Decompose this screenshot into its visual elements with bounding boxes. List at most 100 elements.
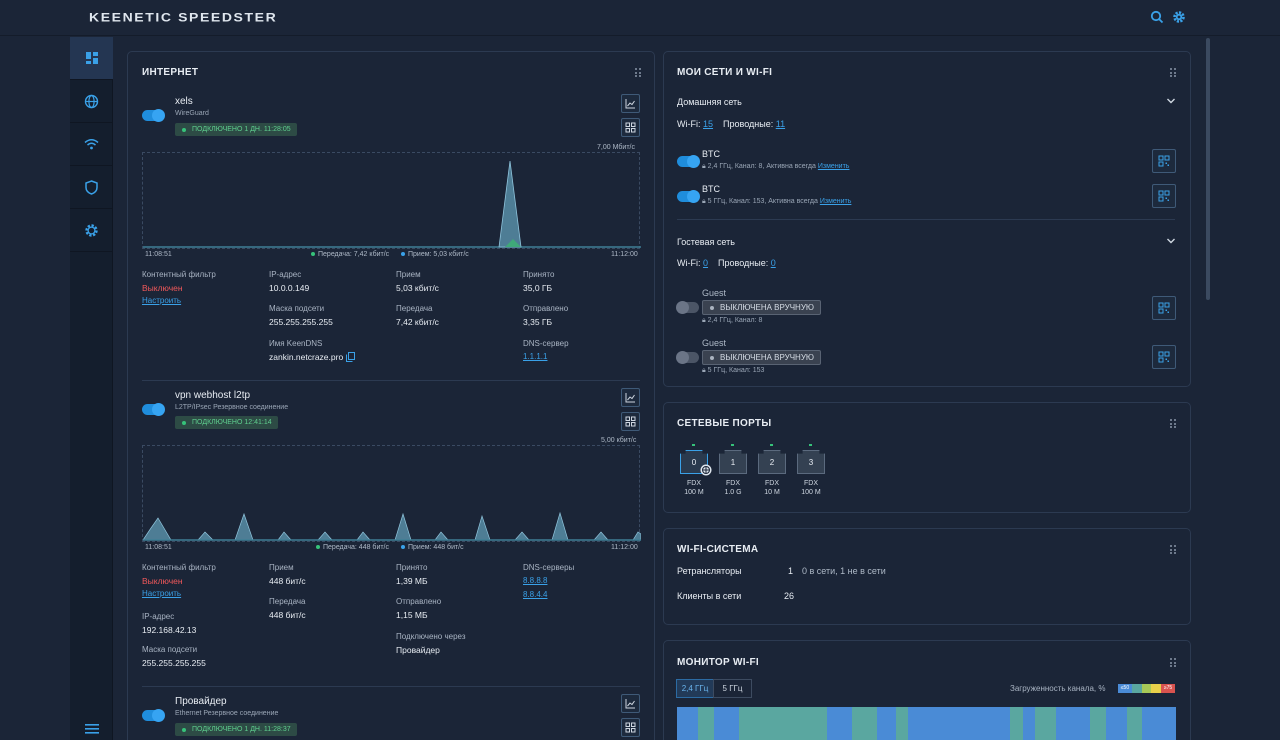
nav-dashboard[interactable] [70, 37, 113, 80]
received-value: 35,0 ГБ [523, 283, 553, 293]
chart-button[interactable] [621, 388, 640, 407]
rx-label: Прием [396, 270, 421, 279]
via-label: Подключено через [396, 632, 466, 641]
search-icon[interactable] [1150, 10, 1164, 24]
wifi-monitor-title: МОНИТОР WI-FI [677, 657, 759, 668]
dns-server-link[interactable]: 8.8.8.8 [523, 576, 548, 585]
guest-wired-count[interactable]: 0 [770, 258, 776, 268]
legend-tx: Передача: 7,42 кбит/с [311, 251, 389, 258]
filter-value: Выключен [142, 283, 183, 293]
sent-label: Отправлено [523, 304, 569, 313]
copy-icon[interactable] [346, 352, 355, 362]
ssid-info: 🔒︎ 5 ГГц, Канал: 153, Активна всегда Изм… [702, 198, 852, 205]
brand-logo: KEENETIC SPEEDSTER [89, 10, 278, 24]
nav-settings[interactable] [70, 209, 113, 252]
details-button[interactable] [621, 718, 640, 737]
home-wired-count[interactable]: 11 [775, 119, 786, 129]
chart-icon [625, 99, 635, 109]
drag-handle-icon[interactable] [1170, 545, 1176, 554]
drag-handle-icon[interactable] [1170, 68, 1176, 77]
dns-server-link[interactable]: 1.1.1.1 [523, 352, 548, 361]
qr-button[interactable] [1152, 149, 1176, 173]
shield-icon [85, 179, 98, 195]
configure-link[interactable]: Настроить [142, 296, 182, 305]
port-3[interactable]: 3 FDX 100 M [797, 444, 827, 496]
port-2[interactable]: 2 FDX 10 M [758, 444, 788, 496]
filter-label: Контентный фильтр [142, 563, 216, 572]
rx-value: 448 бит/с [269, 576, 306, 586]
chart-button[interactable] [621, 94, 640, 113]
nav-wifi[interactable] [70, 123, 113, 166]
tab-2-4ghz[interactable]: 2,4 ГГц [676, 679, 714, 698]
keendns-value: zankin.netcraze.pro [269, 352, 344, 362]
home-counts: Wi-Fi: 15 Проводные: 11 [677, 119, 786, 129]
details-button[interactable] [621, 412, 640, 431]
drag-handle-icon[interactable] [635, 68, 641, 77]
vpn-toggle[interactable] [142, 403, 165, 416]
clients-label: Клиенты в сети [677, 591, 742, 601]
dns-server-link[interactable]: 8.8.4.4 [523, 590, 548, 599]
ssid-name: Guest [702, 338, 727, 348]
graph-time-start: 11:08:51 [145, 251, 172, 258]
configure-link[interactable]: Настроить [142, 589, 182, 598]
nav-internet[interactable] [70, 80, 113, 123]
connection-name: xels [175, 96, 193, 107]
home-wifi-count[interactable]: 15 [703, 119, 714, 129]
ports-title: СЕТЕВЫЕ ПОРТЫ [677, 418, 772, 429]
chevron-down-icon[interactable] [1166, 96, 1176, 106]
edit-link[interactable]: Изменить [819, 198, 852, 205]
mask-value: 255.255.255.255 [142, 658, 206, 668]
wifi-system-card [663, 528, 1191, 625]
xels-toggle[interactable] [142, 109, 165, 122]
settings-icon[interactable] [1172, 10, 1186, 24]
sidebar [70, 37, 113, 740]
repeaters-label: Ретрансляторы [677, 566, 742, 576]
chart-icon [625, 393, 635, 403]
guest-wifi-count[interactable]: 0 [703, 258, 709, 268]
internet-title: ИНТЕРНЕТ [142, 67, 199, 78]
status-badge: ПОДКЛЮЧЕНО 1 ДН. 11:28:37 [175, 723, 297, 736]
ssid-toggle[interactable] [677, 190, 700, 203]
load-scale: ≤50 ≥75 [1118, 684, 1176, 693]
qr-code-icon [1158, 302, 1170, 314]
rx-label: Прием [269, 563, 294, 572]
internet-port-icon [700, 464, 712, 476]
details-button[interactable] [621, 118, 640, 137]
menu-icon [84, 723, 99, 734]
guest-ssid-toggle[interactable] [676, 301, 699, 314]
qr-button[interactable] [1152, 296, 1176, 320]
ports-card [663, 402, 1191, 513]
provider-toggle[interactable] [142, 709, 165, 722]
legend-rx: Прием: 448 бит/с [401, 544, 464, 551]
graph-max: 7,00 Мбит/с [597, 144, 635, 151]
ip-label: IP-адрес [142, 612, 175, 621]
nav-security[interactable] [70, 166, 113, 209]
qr-code-icon [1158, 351, 1170, 363]
ssid-info: 🔒︎ 2,4 ГГц, Канал: 8, Активна всегда Изм… [702, 163, 850, 170]
tab-5ghz[interactable]: 5 ГГц [713, 679, 752, 698]
qr-button[interactable] [1152, 345, 1176, 369]
via-value: Провайдер [396, 645, 440, 655]
ssid-toggle[interactable] [677, 155, 700, 168]
drag-handle-icon[interactable] [1170, 658, 1176, 667]
internet-card [127, 51, 655, 740]
ip-label: IP-адрес [269, 270, 302, 279]
guest-ssid-toggle[interactable] [676, 351, 699, 364]
grid-icon [625, 122, 636, 133]
chart-button[interactable] [621, 694, 640, 713]
scrollbar[interactable] [1206, 38, 1210, 300]
wifi-icon [84, 139, 99, 150]
chevron-down-icon[interactable] [1166, 236, 1176, 246]
port-1[interactable]: 1 FDX 1.0 G [719, 444, 749, 496]
ssid-info: 🔒︎ 2,4 ГГц, Канал: 8 [702, 317, 763, 324]
nav-menu[interactable] [70, 717, 113, 740]
edit-link[interactable]: Изменить [817, 163, 850, 170]
qr-button[interactable] [1152, 184, 1176, 208]
connection-type: Ethernet Резервное соединение [175, 710, 279, 717]
port-0[interactable]: 0 FDX 100 M [680, 444, 712, 496]
dashboard-icon [85, 52, 98, 64]
channel-load-label: Загруженность канала, % [1010, 684, 1106, 693]
sent-label: Отправлено [396, 597, 442, 606]
sent-value: 3,35 ГБ [523, 317, 553, 327]
drag-handle-icon[interactable] [1170, 419, 1176, 428]
